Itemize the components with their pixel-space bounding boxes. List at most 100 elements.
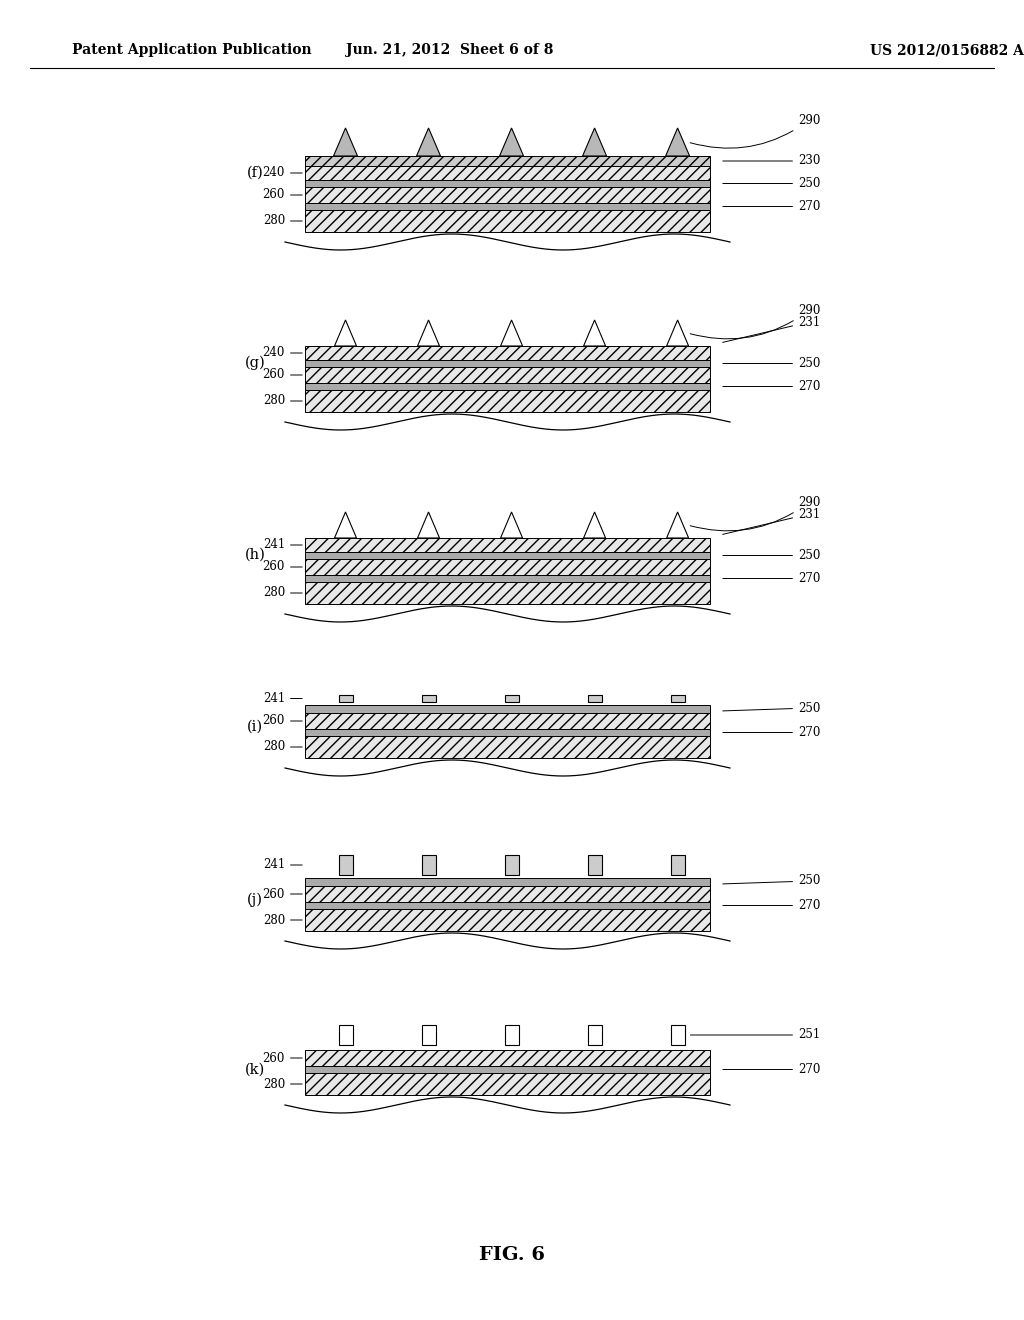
Polygon shape [666,128,689,156]
Text: (g): (g) [245,356,265,370]
Polygon shape [583,128,606,156]
Text: 231: 231 [723,315,820,342]
Bar [588,855,601,875]
Text: (k): (k) [245,1063,265,1077]
Text: 290: 290 [690,114,820,148]
Polygon shape [418,319,439,346]
Bar [305,705,710,713]
Polygon shape [334,128,357,156]
Text: 241: 241 [263,692,302,705]
Text: 251: 251 [690,1028,820,1041]
Polygon shape [500,128,523,156]
Bar [505,855,518,875]
Bar [305,878,710,886]
Polygon shape [417,128,440,156]
Bar [505,696,518,702]
Text: 240: 240 [262,346,302,359]
Text: 260: 260 [262,887,302,900]
Bar [671,1026,685,1045]
Text: Patent Application Publication: Patent Application Publication [72,44,311,57]
Text: 280: 280 [263,395,302,408]
Text: 270: 270 [723,380,820,393]
Bar [588,1026,601,1045]
Text: 250: 250 [723,874,820,887]
Bar [305,539,710,552]
Text: 250: 250 [723,356,820,370]
Text: 260: 260 [262,368,302,381]
Text: 290: 290 [690,495,820,531]
Text: (i): (i) [247,719,263,734]
Polygon shape [667,512,688,539]
Bar [305,729,710,737]
Bar [339,696,352,702]
Polygon shape [584,319,605,346]
Bar [671,696,685,702]
Text: 231: 231 [723,507,820,535]
Bar [588,696,601,702]
Text: 250: 250 [723,177,820,190]
Text: 241: 241 [263,858,302,871]
Bar [671,855,685,875]
Bar [305,360,710,367]
Polygon shape [335,319,356,346]
Text: 241: 241 [263,539,302,552]
Polygon shape [667,319,688,346]
Bar [305,902,710,909]
Bar [305,383,710,389]
Bar [305,346,710,360]
Bar [305,1073,710,1096]
Bar [305,558,710,576]
Text: 250: 250 [723,549,820,562]
Bar [305,737,710,758]
Bar [305,187,710,203]
Text: 230: 230 [723,154,820,168]
Text: (h): (h) [245,548,265,562]
Bar [422,696,435,702]
Bar [305,210,710,232]
Text: 260: 260 [262,561,302,573]
Bar [305,156,710,166]
Text: FIG. 6: FIG. 6 [479,1246,545,1265]
Text: 270: 270 [723,726,820,739]
Text: 270: 270 [723,201,820,213]
Bar [339,855,352,875]
Polygon shape [501,512,522,539]
Bar [505,1026,518,1045]
Bar [305,576,710,582]
Text: (f): (f) [247,166,263,180]
Text: US 2012/0156882 A1: US 2012/0156882 A1 [870,44,1024,57]
Polygon shape [501,319,522,346]
Text: 280: 280 [263,741,302,754]
Text: Jun. 21, 2012  Sheet 6 of 8: Jun. 21, 2012 Sheet 6 of 8 [346,44,554,57]
Text: 260: 260 [262,714,302,727]
Polygon shape [418,512,439,539]
Text: 240: 240 [262,166,302,180]
Bar [305,1049,710,1067]
Bar [305,582,710,605]
Text: (j): (j) [247,892,263,907]
Bar [339,1026,352,1045]
Bar [305,367,710,383]
Text: 280: 280 [263,214,302,227]
Text: 250: 250 [723,701,820,714]
Text: 280: 280 [263,586,302,599]
Bar [305,886,710,902]
Bar [305,389,710,412]
Bar [422,855,435,875]
Text: 260: 260 [262,189,302,202]
Polygon shape [335,512,356,539]
Bar [305,166,710,180]
Text: 270: 270 [723,899,820,912]
Text: 290: 290 [690,304,820,339]
Bar [305,909,710,931]
Bar [305,713,710,729]
Text: 270: 270 [723,572,820,585]
Bar [422,1026,435,1045]
Text: 270: 270 [723,1063,820,1076]
Text: 280: 280 [263,1077,302,1090]
Bar [305,180,710,187]
Polygon shape [584,512,605,539]
Text: 280: 280 [263,913,302,927]
Bar [305,552,710,558]
Bar [305,203,710,210]
